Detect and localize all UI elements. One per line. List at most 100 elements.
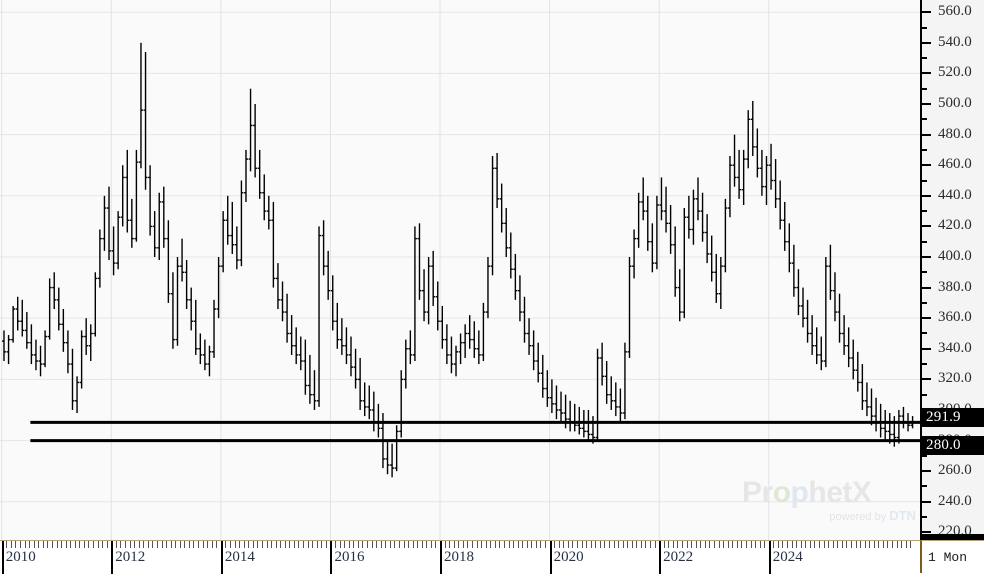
time-axis[interactable]: 2010 2012 2014 2016 2018 2020 2022 2024 <box>0 540 920 574</box>
price-axis-label: 500.0 <box>938 95 972 112</box>
time-axis-tick <box>230 541 231 548</box>
time-axis-tick <box>357 541 359 548</box>
time-axis-tick <box>61 541 63 548</box>
time-axis-year-line <box>768 541 771 574</box>
time-axis-tick <box>627 541 629 548</box>
time-axis-tick <box>421 541 423 548</box>
time-axis-tick <box>672 541 674 548</box>
price-axis-tick <box>922 72 931 75</box>
time-axis-tick <box>704 541 706 548</box>
price-axis-minor-tick <box>922 118 927 121</box>
time-axis-tick <box>481 541 483 548</box>
time-axis-tick <box>590 541 592 548</box>
time-axis-tick <box>284 541 286 548</box>
last-price-badge[interactable]: 291.9 <box>922 408 984 428</box>
time-axis-tick <box>193 541 195 548</box>
time-axis-tick <box>599 541 601 548</box>
price-axis-label: 320.0 <box>938 370 972 387</box>
interval-selector[interactable]: 1 Mon <box>920 540 984 573</box>
price-axis-label: 520.0 <box>938 64 972 81</box>
time-axis-tick <box>764 541 766 548</box>
time-axis-tick <box>293 541 295 548</box>
chart-plot-area[interactable]: ProphetX powered by DTN <box>0 0 920 540</box>
time-axis-tick <box>846 541 848 548</box>
time-axis-tick <box>394 541 396 548</box>
price-axis-label: 440.0 <box>938 186 972 203</box>
price-axis-label: 380.0 <box>938 278 972 295</box>
time-axis-tick <box>595 541 597 548</box>
price-axis-minor-tick <box>922 363 927 366</box>
time-axis-tick <box>398 541 400 548</box>
time-axis-tick <box>33 541 35 548</box>
interval-label: 1 Mon <box>928 550 968 565</box>
time-axis-tick <box>435 541 437 548</box>
time-axis-year-label: 2016 <box>334 549 365 565</box>
time-axis-tick <box>809 541 811 548</box>
price-axis-minor-tick <box>922 516 927 519</box>
time-axis-tick <box>476 541 478 548</box>
time-axis-tick <box>138 541 140 548</box>
time-axis-tick <box>339 541 341 548</box>
time-axis-tick <box>691 541 693 548</box>
time-axis-tick <box>837 541 839 548</box>
price-axis-tick <box>922 164 931 167</box>
time-axis-tick <box>558 541 560 548</box>
time-axis-tick <box>426 541 428 548</box>
time-axis-tick <box>700 541 702 548</box>
time-axis-tick <box>709 541 711 548</box>
time-axis-tick <box>353 541 355 548</box>
price-axis-minor-tick <box>922 240 927 243</box>
time-axis-tick <box>755 541 757 548</box>
time-axis-tick <box>508 541 510 548</box>
price-axis-minor-tick <box>922 57 927 60</box>
time-axis-tick <box>207 541 209 548</box>
time-axis-tick <box>572 541 574 548</box>
time-axis-tick <box>47 541 49 548</box>
time-axis-tick <box>344 541 346 548</box>
time-axis-tick <box>211 541 213 548</box>
time-axis-tick <box>366 541 368 548</box>
time-axis-tick <box>175 541 177 548</box>
time-axis-tick <box>38 541 40 548</box>
time-axis-tick <box>170 541 172 548</box>
price-axis-minor-tick <box>922 148 927 151</box>
time-axis-tick <box>380 541 382 548</box>
time-axis-tick <box>134 541 136 548</box>
price-axis-label: 340.0 <box>938 339 972 356</box>
time-axis-tick <box>586 541 588 548</box>
time-axis-tick <box>800 541 802 548</box>
time-axis-tick <box>462 541 464 548</box>
time-axis-tick <box>517 541 519 548</box>
time-axis-tick <box>408 541 410 548</box>
time-axis-tick <box>677 541 679 548</box>
support-price-badge[interactable]: 280.0 <box>922 435 984 455</box>
price-axis-tick <box>922 225 931 228</box>
time-axis-tick <box>106 541 108 548</box>
time-axis-tick <box>545 541 547 548</box>
time-axis-tick <box>385 541 387 548</box>
time-axis-tick <box>878 541 880 548</box>
time-axis-year-line <box>220 541 223 574</box>
time-axis-tick <box>325 541 327 548</box>
time-axis-tick <box>896 541 898 548</box>
price-axis-tick <box>922 347 931 350</box>
price-axis-minor-tick <box>922 179 927 182</box>
price-axis-minor-tick <box>922 26 927 29</box>
price-axis-tick <box>922 378 931 381</box>
time-axis-tick <box>608 541 610 548</box>
time-axis-tick <box>832 541 834 548</box>
time-axis-tick <box>179 541 181 548</box>
reference-lines-layer <box>30 420 920 443</box>
time-axis-tick <box>216 541 218 548</box>
time-axis-tick <box>855 541 857 548</box>
time-axis-tick <box>471 541 473 548</box>
time-axis-tick <box>298 541 300 548</box>
time-axis-tick <box>335 541 337 548</box>
time-axis-tick <box>618 541 620 548</box>
time-axis-tick <box>613 541 615 548</box>
time-axis-tick <box>540 541 542 548</box>
time-axis-tick <box>198 541 200 548</box>
time-axis-tick <box>759 541 761 548</box>
price-axis[interactable]: 560.0 540.0 520.0 500.0 480.0 460.0 440.0 420.0… <box>920 0 984 540</box>
time-axis-tick <box>161 541 163 548</box>
